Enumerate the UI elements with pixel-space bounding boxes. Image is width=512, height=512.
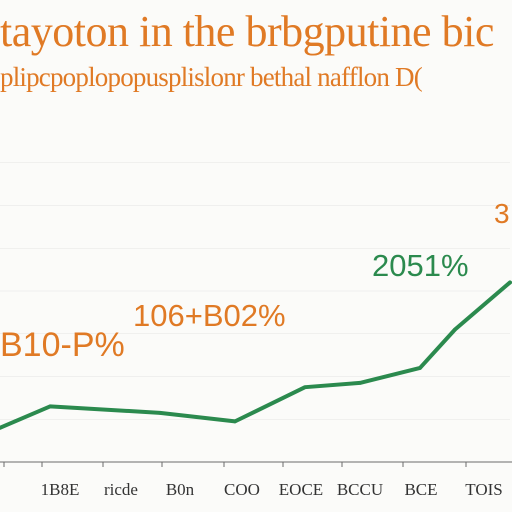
data-point: [0, 426, 2, 430]
data-point: [453, 327, 457, 332]
data-point: [303, 385, 307, 389]
data-points: [0, 280, 512, 430]
x-tick-label: ricde: [104, 480, 138, 499]
x-tick-label: TOIS: [465, 480, 502, 499]
chart-title: tayoton in the brbgputine bic: [0, 8, 494, 56]
data-label: 3: [494, 198, 510, 229]
data-point: [358, 381, 362, 385]
x-tick-label: BCCU: [337, 480, 383, 499]
annotations: B10-P%106+B02% 2051% 3: [0, 198, 510, 364]
x-tick-label: COO: [224, 480, 260, 499]
grid-layer: [0, 162, 510, 420]
x-tick-label: B0n: [166, 480, 195, 499]
data-point: [158, 411, 162, 415]
data-label: 106+B02%: [133, 298, 286, 333]
data-point: [233, 419, 237, 424]
x-tick-label: EOCE: [279, 480, 323, 499]
data-point: [418, 366, 422, 370]
data-point: [48, 404, 52, 409]
x-tick-label: 1B8E: [41, 480, 80, 499]
data-label: 2051%: [372, 248, 469, 283]
x-tick-label: BCE: [404, 480, 437, 499]
chart-subtitle: plipcpoplopopusplislonr bethal nafflon D…: [0, 62, 423, 92]
data-label: B10-P%: [0, 326, 125, 364]
data-point: [508, 280, 512, 285]
x-tick-labels: 1B8E ricde B0n COO EOCE BCCU BCE TOIS: [3, 462, 503, 499]
